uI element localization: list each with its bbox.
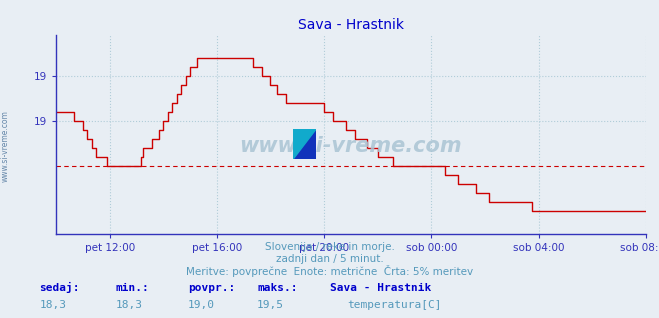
Title: Sava - Hrastnik: Sava - Hrastnik (298, 18, 404, 32)
Polygon shape (293, 129, 316, 159)
Text: povpr.:: povpr.: (188, 283, 235, 293)
Text: Meritve: povprečne  Enote: metrične  Črta: 5% meritev: Meritve: povprečne Enote: metrične Črta:… (186, 265, 473, 277)
Text: 19,0: 19,0 (188, 301, 215, 310)
Text: 18,3: 18,3 (40, 301, 67, 310)
Text: 19,5: 19,5 (257, 301, 284, 310)
Text: temperatura[C]: temperatura[C] (347, 300, 442, 310)
Text: www.si-vreme.com: www.si-vreme.com (240, 136, 462, 156)
Text: Slovenija / reke in morje.: Slovenija / reke in morje. (264, 242, 395, 252)
Text: zadnji dan / 5 minut.: zadnji dan / 5 minut. (275, 254, 384, 264)
Text: 18,3: 18,3 (115, 301, 142, 310)
Text: min.:: min.: (115, 283, 149, 293)
Text: www.si-vreme.com: www.si-vreme.com (1, 110, 10, 182)
Text: sedaj:: sedaj: (40, 282, 80, 293)
Text: Sava - Hrastnik: Sava - Hrastnik (330, 283, 431, 293)
Polygon shape (293, 129, 316, 159)
Text: maks.:: maks.: (257, 283, 297, 293)
